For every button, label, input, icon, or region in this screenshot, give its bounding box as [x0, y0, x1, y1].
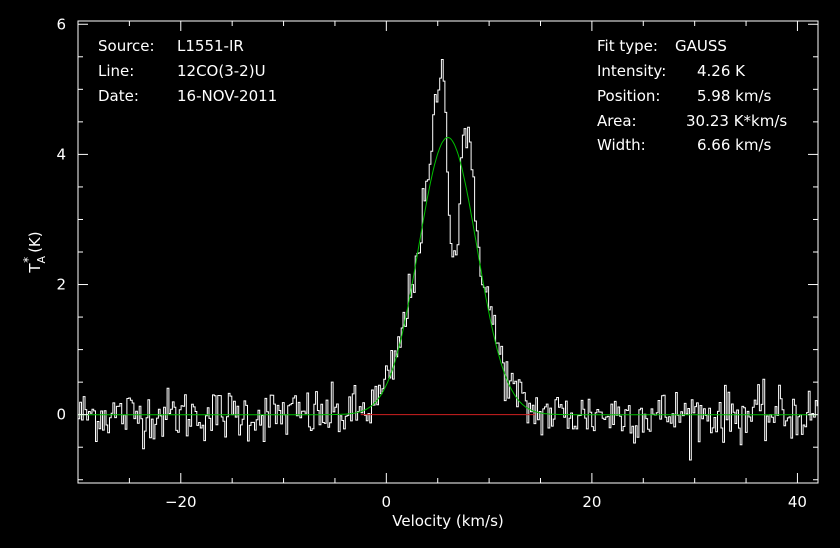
header-right: Fit type: GAUSS Intensity: 4.26 K Positi…: [597, 37, 787, 154]
source-value: L1551-IR: [177, 37, 244, 55]
x-axis-label: Velocity (km/s): [392, 512, 503, 530]
x-tick-label: 20: [582, 493, 601, 511]
fit-type-value: GAUSS: [675, 37, 727, 55]
y-tick-label: 2: [56, 276, 66, 294]
x-tick-label: −20: [165, 493, 197, 511]
line-label: Line:: [98, 62, 134, 80]
y-axis-label-sub: A: [35, 255, 48, 263]
width-label: Width:: [597, 136, 646, 154]
line-value: 12CO(3-2)U: [177, 62, 266, 80]
y-axis-label-main: T: [26, 263, 44, 274]
x-axis-ticks: −20 0 20 40: [77, 21, 807, 511]
y-axis-label-unit: (K): [26, 231, 44, 253]
x-tick-label: 40: [788, 493, 807, 511]
width-value: 6.66 km/s: [697, 136, 772, 154]
area-value: 30.23 K*km/s: [686, 112, 787, 130]
y-tick-label: 4: [56, 145, 66, 163]
spectrum-line: [78, 59, 818, 461]
position-value: 5.98 km/s: [697, 87, 772, 105]
y-axis-label-sup: *: [21, 257, 35, 263]
y-tick-label: 6: [56, 15, 66, 33]
date-label: Date:: [98, 87, 139, 105]
intensity-label: Intensity:: [597, 62, 666, 80]
source-label: Source:: [98, 37, 155, 55]
gaussian-fit-line: [78, 136, 817, 416]
area-label: Area:: [597, 112, 637, 130]
fit-layer: [78, 136, 817, 416]
y-axis-ticks: 0 2 4 6: [56, 15, 818, 481]
spectrum-layer: [78, 59, 818, 461]
position-label: Position:: [597, 87, 660, 105]
intensity-value: 4.26 K: [697, 62, 746, 80]
y-tick-label: 0: [56, 406, 66, 424]
fit-type-label: Fit type:: [597, 37, 658, 55]
x-tick-label: 0: [382, 493, 392, 511]
svg-text:TA*(K): TA* (K): [21, 231, 48, 273]
y-axis-label: TA* (K): [21, 231, 48, 273]
header-left: Source: L1551-IR Line: 12CO(3-2)U Date: …: [98, 37, 277, 105]
date-value: 16-NOV-2011: [177, 87, 277, 105]
